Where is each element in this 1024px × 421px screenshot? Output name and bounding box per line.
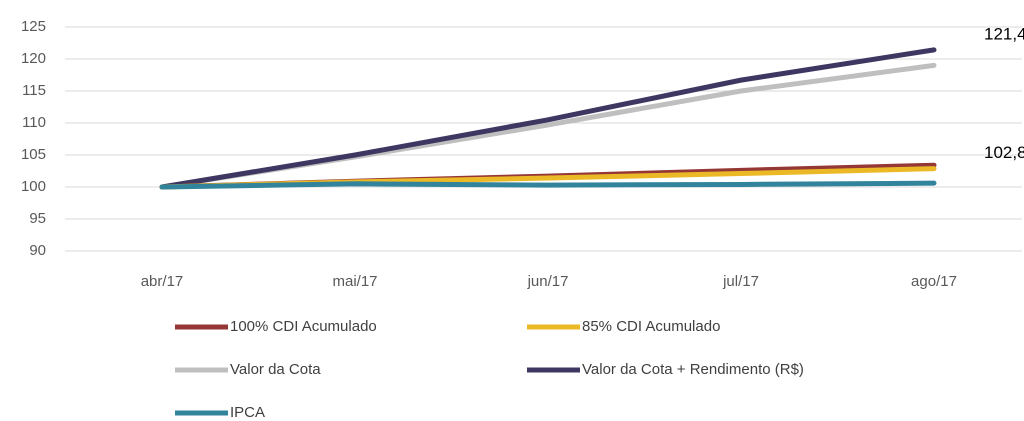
y-tick-label: 105	[21, 146, 46, 163]
x-tick-label: jul/17	[722, 273, 759, 290]
series-line	[159, 47, 937, 190]
data-label: 121,43	[984, 24, 1024, 43]
y-tick-label: 125	[21, 18, 46, 35]
legend-label: Valor da Cota + Rendimento (R$)	[582, 361, 804, 378]
y-tick-label: 95	[29, 210, 46, 227]
legend-label: IPCA	[230, 404, 265, 421]
y-tick-label: 115	[22, 82, 46, 99]
data-label: 102,87	[984, 143, 1024, 162]
y-tick-label: 100	[21, 178, 46, 195]
legend-label: 100% CDI Acumulado	[230, 318, 377, 335]
legend-label: 85% CDI Acumulado	[582, 318, 720, 335]
x-tick-label: mai/17	[332, 273, 377, 290]
y-tick-label: 110	[22, 114, 46, 131]
x-tick-label: jun/17	[527, 273, 569, 290]
x-tick-label: abr/17	[141, 273, 184, 290]
y-tick-label: 90	[29, 242, 46, 259]
legend-label: Valor da Cota	[230, 361, 321, 378]
y-tick-label: 120	[21, 50, 46, 67]
x-tick-label: ago/17	[911, 273, 957, 290]
series-line	[159, 180, 937, 190]
